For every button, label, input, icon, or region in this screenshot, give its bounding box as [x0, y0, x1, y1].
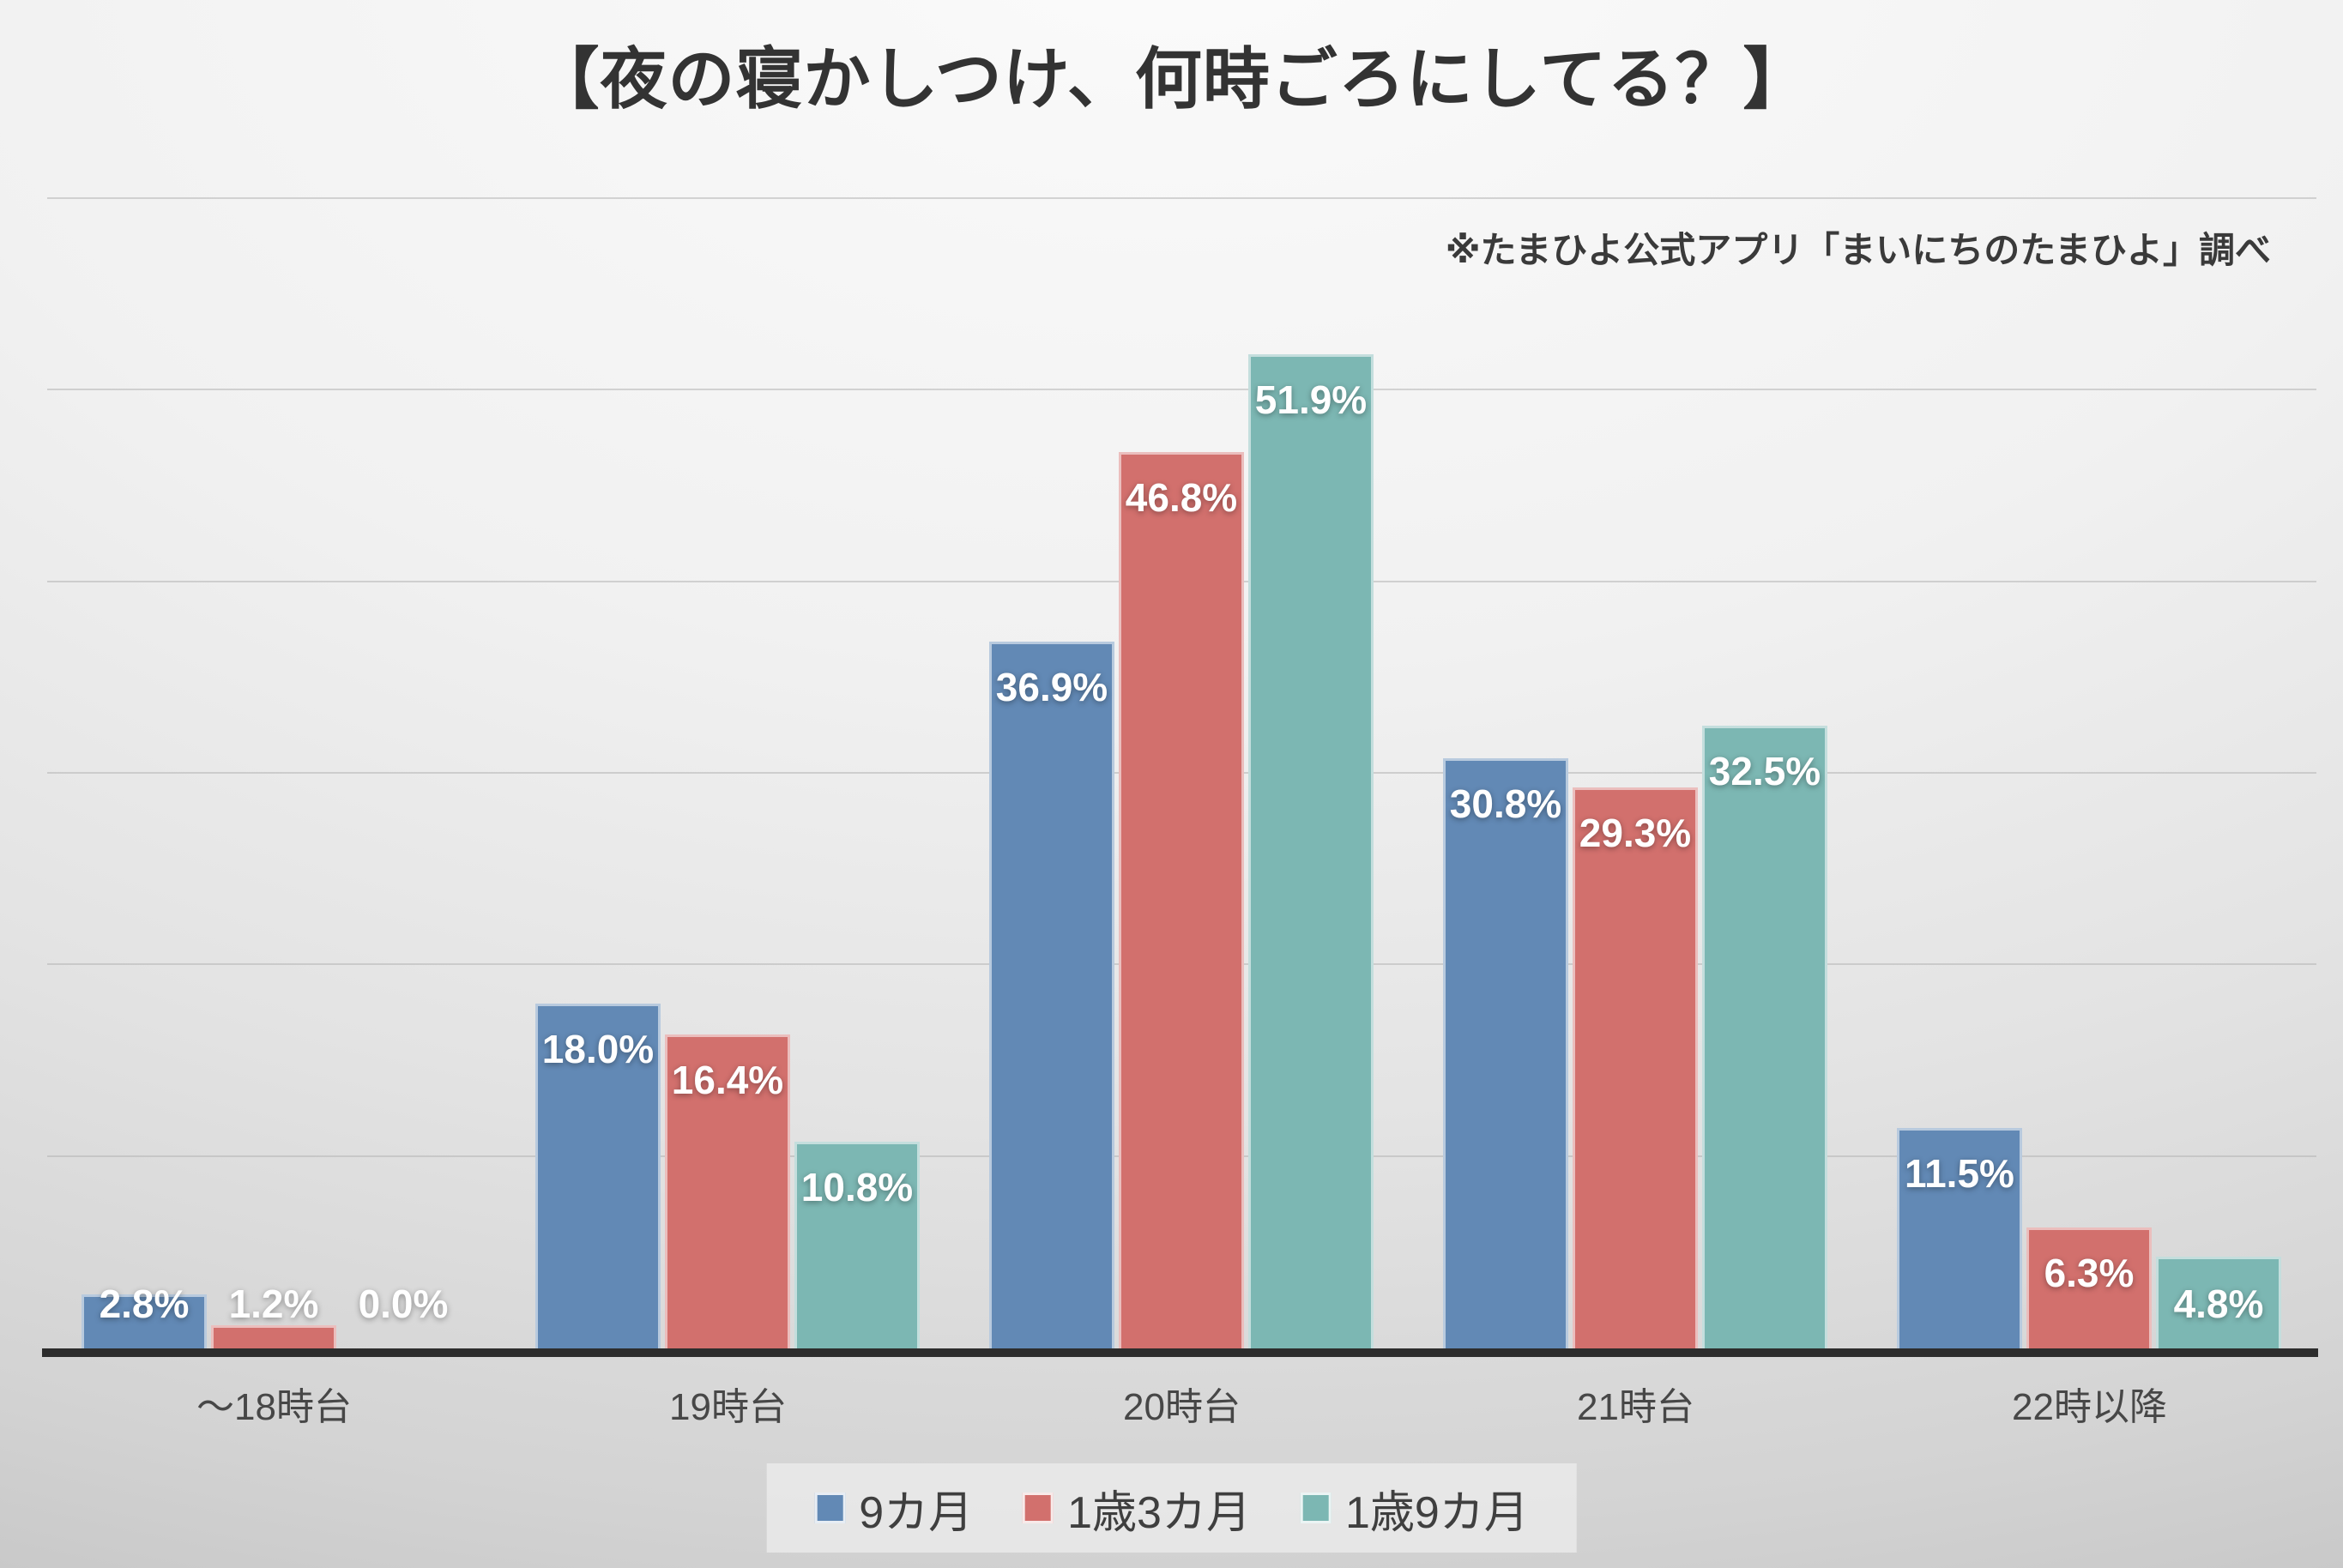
bar-9カ月-20時台 — [989, 641, 1114, 1348]
legend-label: 1歳9カ月 — [1344, 1487, 1529, 1538]
bar-1歳9カ月-21時台 — [1702, 726, 1827, 1348]
bar-value-label: 11.5% — [1905, 1151, 2014, 1197]
legend: 9カ月 1歳3カ月 1歳9カ月 — [766, 1463, 1577, 1553]
bar-slot: 6.3% — [2026, 199, 2152, 1348]
gridline-50 — [47, 389, 2316, 391]
bar-slot: 0.0% — [341, 199, 466, 1348]
bar-slot: 2.8% — [82, 199, 207, 1348]
x-axis-line — [42, 1348, 2318, 1357]
bar-group-4: 30.8% 29.3% 32.5% — [1409, 199, 1863, 1348]
bar-value-label: 30.8% — [1449, 781, 1562, 827]
bar-1歳9カ月-19時台 — [794, 1141, 920, 1348]
bar-value-label: 6.3% — [2044, 1251, 2135, 1296]
bar-9カ月-22時以降 — [1897, 1128, 2022, 1348]
category-label-2: 19時台 — [669, 1386, 787, 1428]
bar-value-label: 46.8% — [1125, 474, 1238, 520]
legend-label: 1歳3カ月 — [1067, 1487, 1251, 1538]
legend-item-9カ月: 9カ月 — [814, 1476, 973, 1541]
bar-group-3: 36.9% 46.8% 51.9% — [955, 199, 1409, 1348]
bar-slot: 32.5% — [1702, 199, 1827, 1348]
bar-value-label: 16.4% — [671, 1057, 784, 1102]
bar-value-label: 2.8% — [99, 1282, 190, 1326]
bar-slot: 29.3% — [1573, 199, 1698, 1348]
bar-value-label: 36.9% — [995, 664, 1108, 709]
bar-slot: 51.9% — [1248, 199, 1374, 1348]
bar-slot: 36.9% — [989, 199, 1114, 1348]
bar-group-2: 18.0% 16.4% 10.8% — [501, 199, 955, 1348]
bar-value-label: 32.5% — [1708, 749, 1821, 794]
bar-value-label: 51.9% — [1254, 377, 1368, 422]
bar-9カ月-21時台 — [1443, 758, 1568, 1348]
legend-label: 9カ月 — [859, 1487, 974, 1538]
bar-value-label: 1.2% — [228, 1282, 319, 1326]
chart-title: 【夜の寝かしつけ、何時ごろにしてる？】 — [532, 41, 1811, 117]
legend-swatch — [1023, 1493, 1054, 1523]
bar-9カ月-19時台 — [535, 1004, 661, 1348]
bar-value-label: 10.8% — [800, 1164, 914, 1209]
bar-1歳9カ月-20時台 — [1248, 353, 1374, 1348]
legend-item-1歳3カ月: 1歳3カ月 — [1023, 1476, 1251, 1541]
plot-area: 2.8% 1.2% 0.0% 18.0% 16.4% 10.8% 36.9% 46.8% 51.… — [42, 197, 2318, 1357]
bar-value-label: 4.8% — [2173, 1282, 2264, 1326]
bar-9カ月-～18時台 — [82, 1294, 207, 1348]
bar-group-5: 11.5% 6.3% 4.8% — [1863, 199, 2316, 1348]
gridline-60 — [47, 197, 2316, 199]
source-note: ※たまひよ公式アプリ「まいにちのたまひよ」調べ — [1445, 230, 2271, 270]
category-label-3: 20時台 — [1123, 1386, 1241, 1428]
bar-1歳3カ月-19時台 — [665, 1034, 790, 1348]
bar-1歳3カ月-21時台 — [1573, 787, 1698, 1348]
bar-1歳3カ月-22時以降 — [2026, 1227, 2152, 1348]
bar-slot: 18.0% — [535, 199, 661, 1348]
bar-value-label: 0.0% — [358, 1282, 449, 1326]
bar-slot: 1.2% — [211, 199, 336, 1348]
bar-1歳9カ月-22時以降 — [2156, 1256, 2281, 1348]
bar-slot: 30.8% — [1443, 199, 1568, 1348]
bar-group-1: 2.8% 1.2% 0.0% — [47, 199, 501, 1348]
bar-slot: 46.8% — [1119, 199, 1244, 1348]
bar-value-label: 18.0% — [541, 1027, 655, 1071]
bar-slot: 16.4% — [665, 199, 790, 1348]
category-label-1: ～18時台 — [196, 1386, 352, 1428]
bar-1歳3カ月-～18時台 — [211, 1325, 336, 1348]
bar-slot: 4.8% — [2156, 199, 2281, 1348]
bar-slot: 11.5% — [1897, 199, 2022, 1348]
category-label-5: 22時以降 — [2012, 1386, 2167, 1428]
category-label-4: 21時台 — [1577, 1386, 1694, 1428]
bar-1歳3カ月-20時台 — [1119, 451, 1244, 1348]
bar-value-label: 29.3% — [1579, 810, 1692, 855]
legend-swatch — [814, 1493, 846, 1523]
x-axis-category-row: ～18時台 19時台 20時台 21時台 22時以降 — [47, 1376, 2316, 1444]
legend-swatch — [1300, 1493, 1332, 1523]
bar-slot: 10.8% — [794, 199, 920, 1348]
legend-item-1歳9カ月: 1歳9カ月 — [1300, 1476, 1529, 1541]
